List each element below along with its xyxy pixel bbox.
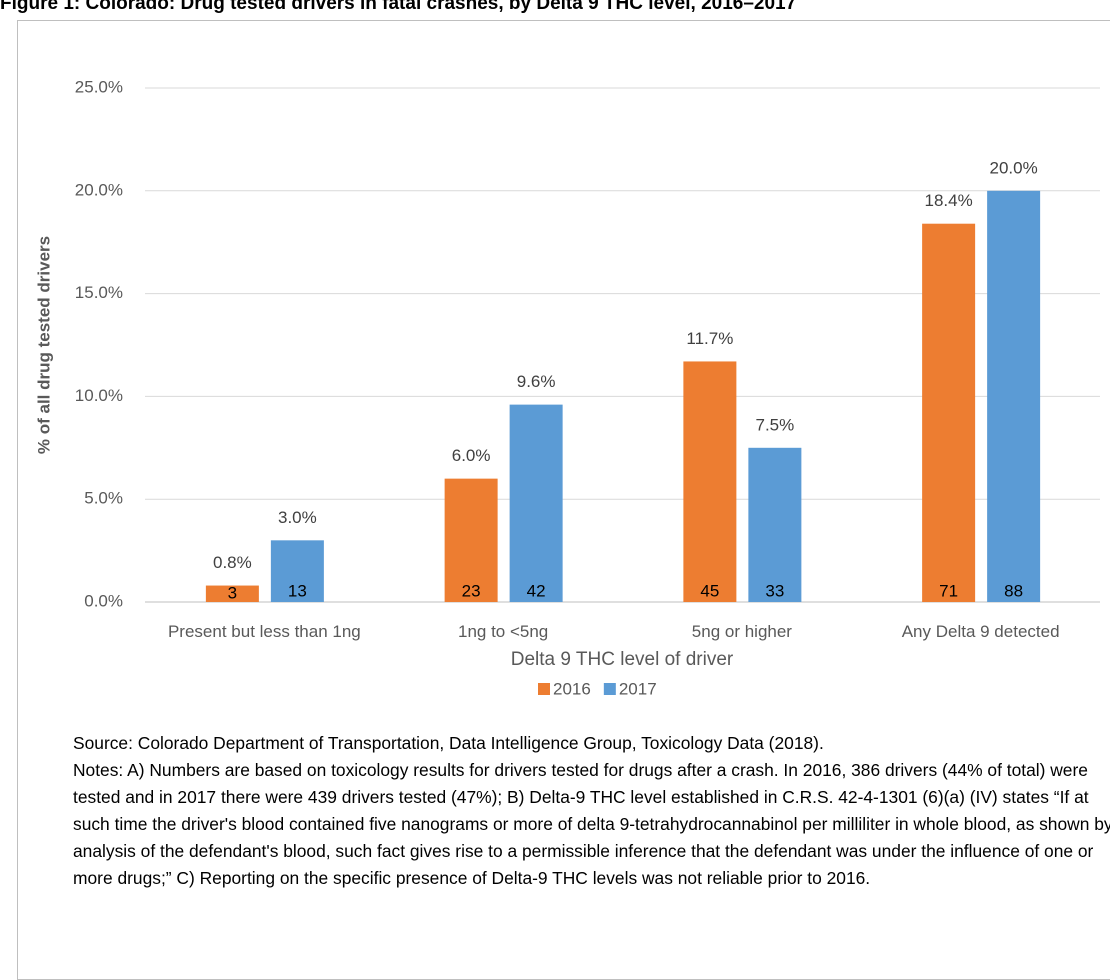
count-label: 13	[288, 581, 307, 600]
bar	[987, 190, 1041, 603]
y-tick-label: 0.0%	[84, 591, 123, 610]
chart-title: Figure 1: Colorado: Drug tested drivers …	[0, 0, 797, 14]
x-tick-label: Any Delta 9 detected	[901, 622, 1060, 641]
count-label: 3	[228, 583, 237, 602]
value-label: 0.8%	[213, 553, 252, 572]
legend-swatch	[603, 683, 616, 695]
legend-label: 2017	[619, 679, 657, 698]
bar	[444, 478, 498, 602]
value-label: 20.0%	[990, 158, 1038, 177]
bar	[748, 447, 802, 602]
bar	[922, 223, 976, 603]
legend-label: 2016	[553, 679, 591, 698]
value-label: 9.6%	[517, 372, 556, 391]
value-label: 3.0%	[278, 508, 317, 527]
y-axis-label: % of all drug tested drivers	[34, 236, 53, 454]
value-label: 6.0%	[452, 446, 491, 465]
count-label: 45	[700, 581, 719, 600]
bar	[205, 585, 259, 602]
source: Source: Colorado Department of Transport…	[73, 733, 824, 753]
x-axis-label: Delta 9 THC level of driver	[511, 649, 734, 670]
bar	[683, 361, 737, 602]
legend-swatch	[538, 683, 550, 695]
x-tick-label: 5ng or higher	[691, 622, 792, 641]
count-label: 23	[462, 581, 481, 600]
notes: Source: Colorado Department of Transport…	[73, 730, 1110, 892]
y-tick-label: 20.0%	[75, 180, 123, 199]
y-tick-label: 10.0%	[75, 386, 123, 405]
y-tick-label: 25.0%	[75, 77, 123, 96]
value-label: 11.7%	[686, 329, 733, 348]
count-label: 42	[527, 581, 546, 600]
y-tick-label: 15.0%	[75, 283, 123, 302]
x-tick-label: Present but less than 1ng	[167, 622, 361, 641]
value-label: 18.4%	[925, 191, 973, 210]
count-label: 88	[1004, 581, 1023, 600]
notes-text: Notes: A) Numbers are based on toxicolog…	[73, 760, 1110, 888]
bar	[270, 540, 324, 602]
count-label: 71	[939, 581, 958, 600]
x-tick-label: 1ng to <5ng	[457, 622, 549, 641]
value-label: 7.5%	[756, 415, 795, 434]
count-label: 33	[765, 581, 784, 600]
bar	[509, 404, 563, 602]
y-tick-label: 5.0%	[84, 489, 123, 508]
